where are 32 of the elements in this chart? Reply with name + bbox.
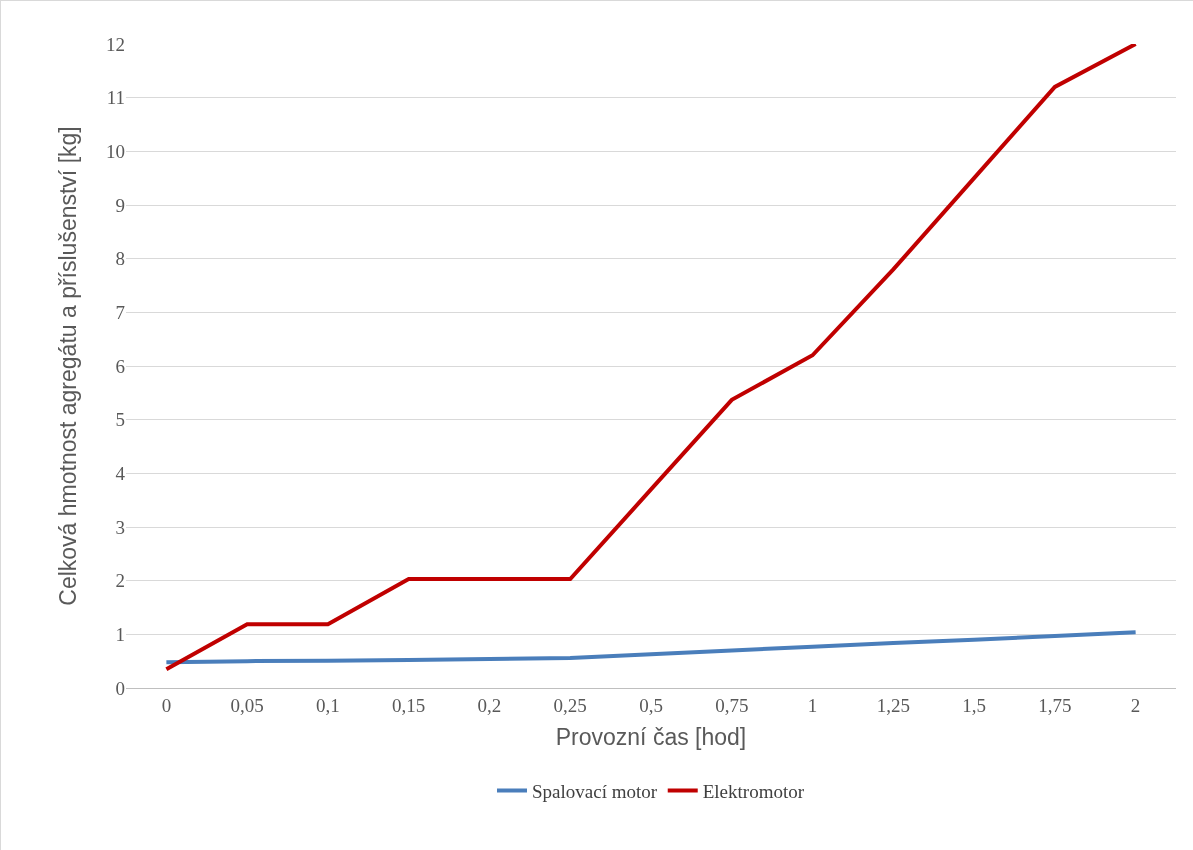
x-tick-label: 0,15 (392, 694, 426, 716)
y-tick-label: 8 (115, 248, 125, 270)
x-tick-label: 0,25 (553, 694, 587, 716)
legend-label: Spalovací motor (532, 780, 658, 802)
y-tick-label: 1 (115, 623, 125, 645)
y-tick-label: 0 (115, 677, 125, 699)
y-tick-label: 2 (115, 570, 125, 592)
x-tick-label: 1 (807, 694, 818, 716)
x-tick-label: 2 (1130, 694, 1141, 716)
x-tick-label: 0,1 (316, 694, 340, 716)
legend-label: Elektromotor (702, 780, 805, 802)
y-tick-label: 10 (106, 140, 125, 162)
y-tick-label: 3 (115, 516, 125, 538)
x-tick-label: 0,2 (477, 694, 502, 716)
x-axis-title: Provozní čas [hod] (555, 724, 747, 751)
x-tick-label: 0,05 (230, 694, 264, 716)
x-tick-label: 0,75 (715, 694, 749, 716)
y-tick-label: 7 (115, 301, 125, 323)
y-tick-label: 12 (106, 33, 125, 55)
y-tick-label: 11 (106, 87, 125, 109)
y-axis-title: Celková hmotnost agregátu a příslušenství [kg] (55, 126, 82, 606)
y-tick-label: 9 (115, 194, 125, 216)
x-tick-label: 0,5 (639, 694, 663, 716)
x-tick-label: 0 (161, 694, 172, 716)
y-tick-label: 6 (115, 355, 125, 377)
line-series (164, 44, 1138, 672)
y-tick-label: 4 (115, 462, 126, 484)
x-tick-label: 1,5 (962, 694, 986, 716)
line-series (164, 630, 1138, 665)
x-tick-label: 1,25 (876, 694, 910, 716)
x-tick-label: 1,75 (1038, 694, 1072, 716)
y-tick-label: 5 (115, 409, 125, 431)
